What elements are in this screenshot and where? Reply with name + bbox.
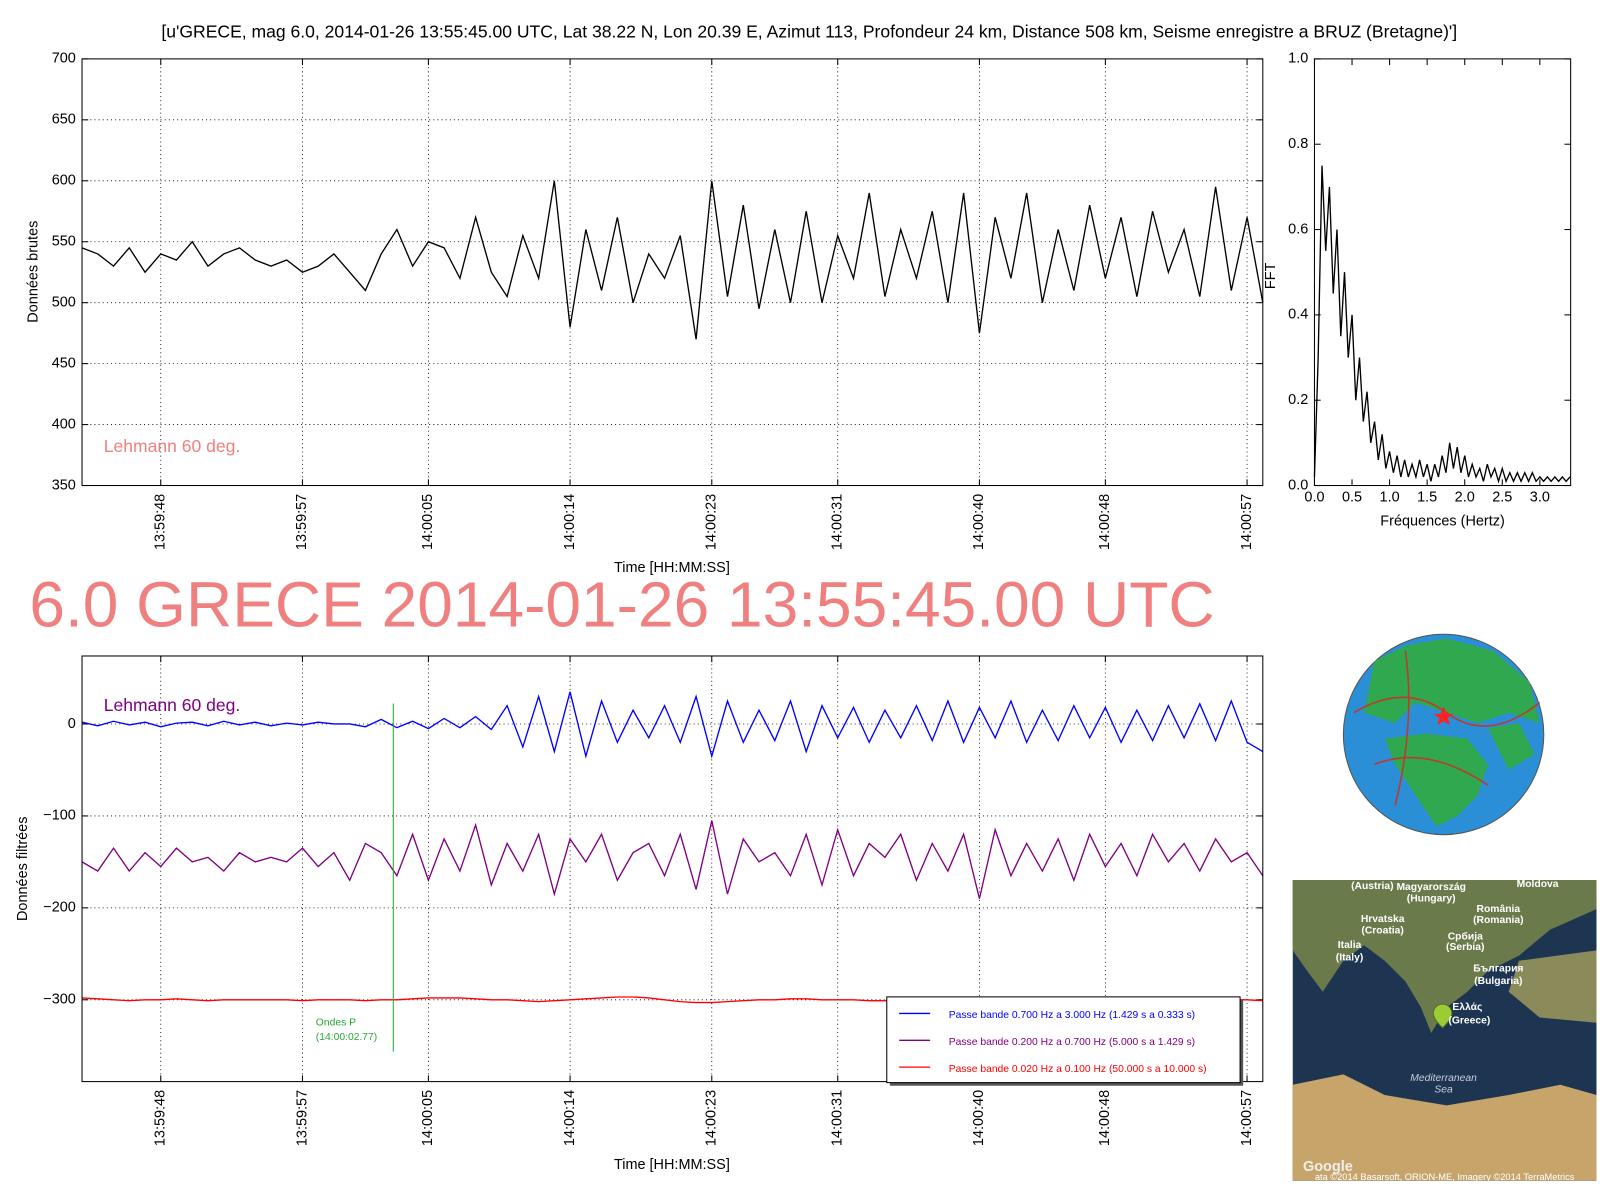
x-tick-label: 0.0 xyxy=(1304,490,1324,506)
x-tick-label: 14:00:48 xyxy=(1097,494,1113,550)
map-label: България xyxy=(1473,964,1523,975)
map-land xyxy=(1508,950,1597,1023)
x-tick-label: 14:00:23 xyxy=(704,1090,720,1146)
y-tick-label: 550 xyxy=(52,234,76,250)
x-tick-label: 14:00:40 xyxy=(971,1090,987,1146)
y-tick-label: 650 xyxy=(52,112,76,128)
map-land xyxy=(1292,880,1597,1034)
plot-frame xyxy=(1313,58,1572,487)
x-tick-label: 14:00:48 xyxy=(1097,1090,1113,1146)
map-label: Italia xyxy=(1338,940,1362,951)
map-pin xyxy=(1432,1003,1453,1029)
series-line xyxy=(81,820,1264,899)
y-tick-label: −200 xyxy=(43,900,76,916)
y-tick-label: 0.8 xyxy=(1288,136,1308,152)
map-label: Sea xyxy=(1434,1085,1453,1096)
map-label: (Italy) xyxy=(1336,952,1364,963)
map-label: Mediterranean xyxy=(1410,1073,1477,1084)
globe-land xyxy=(1488,723,1535,770)
globe-land xyxy=(1384,733,1489,827)
plot-frame xyxy=(81,655,1264,1083)
x-tick-label: 14:00:23 xyxy=(704,494,720,550)
y-tick-label: 0.6 xyxy=(1288,221,1308,237)
annotation: Lehmann 60 deg. xyxy=(104,436,241,456)
series-line xyxy=(81,691,1264,759)
y-tick-label: 0.2 xyxy=(1288,392,1308,408)
y-tick-label: 600 xyxy=(52,173,76,189)
x-tick-label: 2.5 xyxy=(1492,490,1512,506)
x-tick-label: 13:59:57 xyxy=(294,494,310,550)
p-wave-label: Ondes P xyxy=(316,1017,356,1028)
map-label: Google xyxy=(1303,1159,1353,1175)
y-tick-label: −100 xyxy=(43,808,76,824)
x-tick-label: 14:00:05 xyxy=(420,1090,436,1146)
annotation: Lehmann 60 deg. xyxy=(104,695,241,715)
x-axis-label: Fréquences (Hertz) xyxy=(1380,513,1505,529)
x-tick-label: 14:00:57 xyxy=(1239,494,1255,550)
chart-title: 6.0 GRECE 2014-01-26 13:55:45.00 UTC xyxy=(29,568,1214,640)
x-tick-label: 14:00:31 xyxy=(830,1090,846,1146)
globe xyxy=(1342,633,1545,836)
y-tick-label: 400 xyxy=(52,416,76,432)
x-tick-label: 3.0 xyxy=(1530,490,1550,506)
series-line xyxy=(1313,165,1571,484)
map-label: (Serbia) xyxy=(1446,942,1484,953)
map-label: Србија xyxy=(1448,931,1483,943)
plot-frame xyxy=(81,58,1264,487)
x-tick-label: 14:00:14 xyxy=(562,1090,578,1146)
x-tick-label: 14:00:57 xyxy=(1239,1090,1255,1146)
epicenter-star xyxy=(1433,706,1454,726)
map-label: Moldova xyxy=(1517,879,1559,890)
map-land xyxy=(1292,1074,1597,1181)
y-tick-label: 0.4 xyxy=(1288,307,1308,323)
y-axis-label: Données brutes xyxy=(25,221,41,323)
legend-label: Passe bande 0.700 Hz a 3.000 Hz (1.429 s… xyxy=(949,1010,1195,1021)
globe-plates xyxy=(1353,650,1541,806)
x-tick-label: 13:59:48 xyxy=(153,494,169,550)
x-tick-label: 14:00:14 xyxy=(562,494,578,550)
legend-label: Passe bande 0.200 Hz a 0.700 Hz (5.000 s… xyxy=(949,1037,1195,1048)
y-tick-label: 700 xyxy=(52,51,76,67)
map-label: (Bulgaria) xyxy=(1474,976,1522,987)
globe-land xyxy=(1364,638,1540,724)
map-label: (Greece) xyxy=(1448,1015,1490,1026)
y-tick-label: 1.0 xyxy=(1288,51,1308,67)
x-tick-label: 0.5 xyxy=(1342,490,1362,506)
x-tick-label: 1.5 xyxy=(1417,490,1437,506)
y-axis-label: Données filtrées xyxy=(15,817,31,921)
series-line xyxy=(81,180,1264,340)
map-label: Magyarország xyxy=(1396,882,1465,893)
map-label: (Romania) xyxy=(1473,915,1523,926)
legend-box xyxy=(886,996,1241,1084)
map-label: (Croatia) xyxy=(1361,926,1403,937)
y-tick-label: 0 xyxy=(68,716,76,732)
y-axis-label: FFT xyxy=(1263,262,1279,289)
x-tick-label: 14:00:40 xyxy=(971,494,987,550)
y-tick-label: 350 xyxy=(52,477,76,493)
x-tick-label: 2.0 xyxy=(1455,490,1475,506)
map-label: Ελλάς xyxy=(1452,1002,1482,1013)
x-tick-label: 13:59:57 xyxy=(294,1090,310,1146)
map-label: (Hungary) xyxy=(1407,893,1456,904)
map-label: România xyxy=(1477,904,1521,915)
x-axis-label: Time [HH:MM:SS] xyxy=(614,1157,730,1173)
x-tick-label: 14:00:05 xyxy=(420,494,436,550)
map-label: Hrvatska xyxy=(1361,914,1405,925)
map-label: (Austria) xyxy=(1351,881,1393,892)
y-tick-label: 500 xyxy=(52,294,76,310)
map xyxy=(1292,880,1597,1181)
map-label: ata ©2014 Basarsoft, ORION-ME, Imagery ©… xyxy=(1315,1172,1575,1182)
legend-label: Passe bande 0.020 Hz a 0.100 Hz (50.000 … xyxy=(949,1064,1207,1075)
x-tick-label: 14:00:31 xyxy=(830,494,846,550)
y-tick-label: 450 xyxy=(52,355,76,371)
x-axis-label: Time [HH:MM:SS] xyxy=(614,560,730,576)
p-wave-label: (14:00:02.77) xyxy=(316,1032,377,1043)
chart-title: [u'GRECE, mag 6.0, 2014-01-26 13:55:45.0… xyxy=(161,22,1457,42)
x-tick-label: 13:59:48 xyxy=(153,1090,169,1146)
y-tick-label: −300 xyxy=(43,992,76,1008)
y-tick-label: 0.0 xyxy=(1288,477,1308,493)
x-tick-label: 1.0 xyxy=(1380,490,1400,506)
